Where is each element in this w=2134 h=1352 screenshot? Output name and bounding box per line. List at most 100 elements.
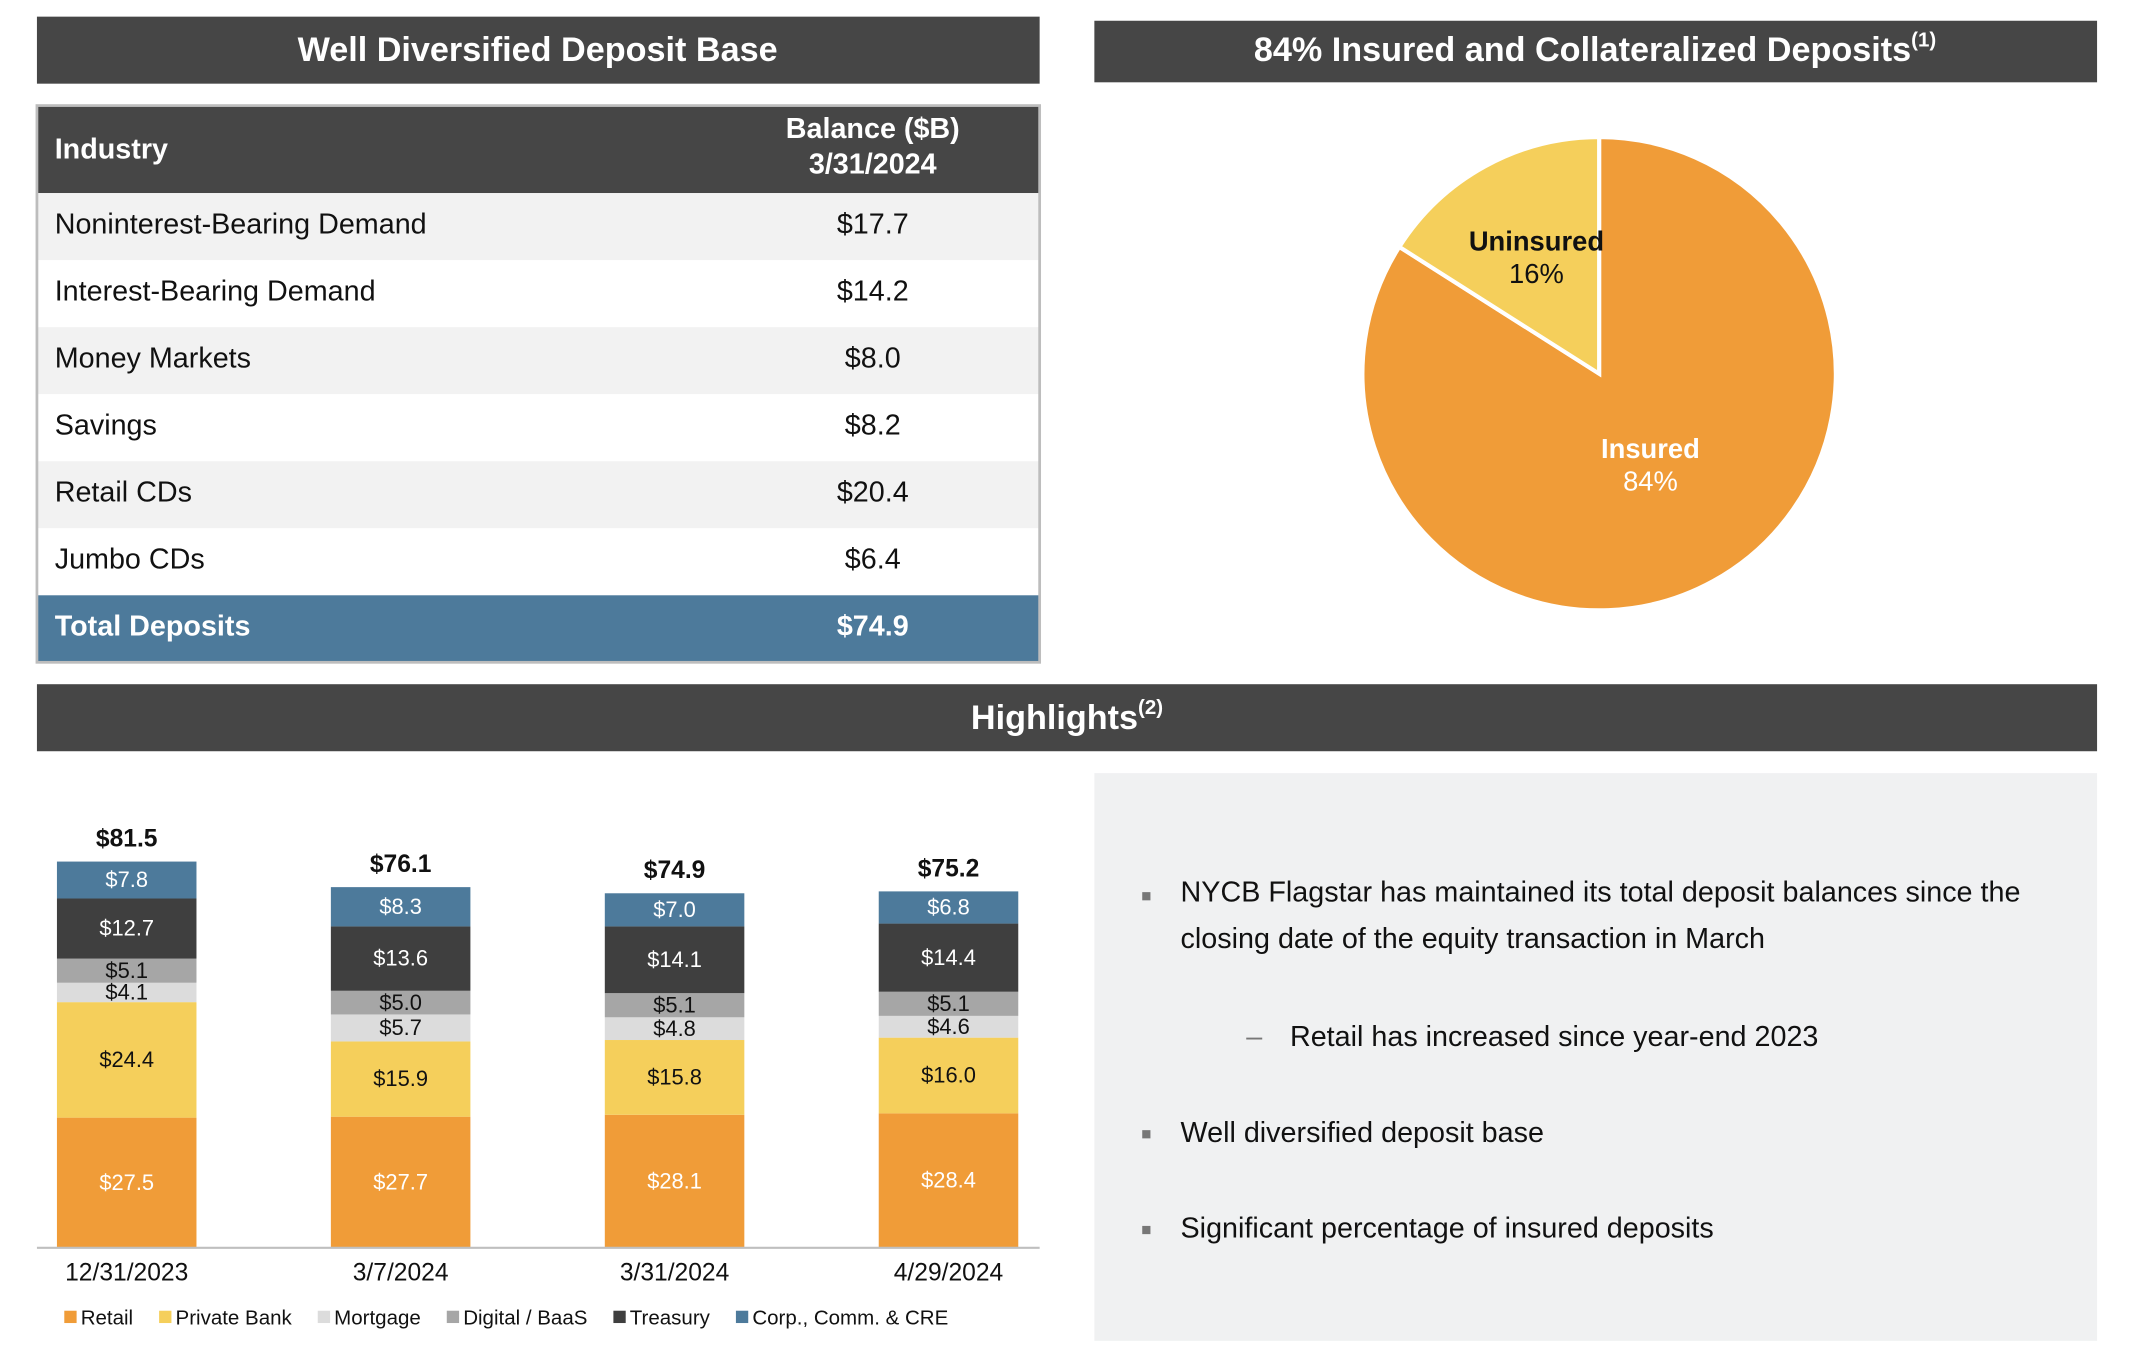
table-row <box>36 461 1040 529</box>
highlights-title-text: Highlights <box>971 699 1138 737</box>
legend-swatch <box>613 1310 626 1324</box>
table-total-row <box>36 595 1040 663</box>
table-header <box>36 105 1040 194</box>
bar-segment <box>56 982 197 1003</box>
bar-value-label: $12.7 <box>99 916 154 941</box>
bar-segment <box>56 1002 197 1118</box>
legend-swatch <box>159 1310 172 1324</box>
bar-value-label: $7.8 <box>105 867 148 892</box>
bar-value-label: $5.1 <box>653 992 696 1017</box>
bar-segment <box>604 893 745 927</box>
bar-segment <box>56 898 197 959</box>
x-tick-label: 3/7/2024 <box>353 1259 449 1286</box>
highlights-title-note: (2) <box>1138 696 1163 719</box>
bar-value-label: $15.9 <box>373 1066 428 1091</box>
header-bar <box>1094 20 2098 83</box>
table-cell: $14.2 <box>837 276 909 308</box>
bar-segment <box>604 1017 745 1041</box>
table-header-cell: 3/31/2024 <box>809 148 937 180</box>
pie-value-label: 84% <box>1623 466 1678 497</box>
legend-label: Retail <box>81 1306 133 1329</box>
bar-value-label: $4.1 <box>105 980 148 1005</box>
bar-segment <box>56 1117 197 1248</box>
legend-swatch <box>317 1310 331 1324</box>
table-cell: Interest-Bearing Demand <box>55 276 376 308</box>
bar-value-label: $27.5 <box>99 1170 154 1195</box>
table-cell: $8.2 <box>845 410 901 442</box>
table-row <box>36 528 1040 596</box>
bar-value-label: $5.7 <box>379 1015 422 1040</box>
bar-value-label: $6.8 <box>927 895 970 920</box>
pie-label: Insured <box>1601 433 1700 464</box>
table-cell: $74.9 <box>837 611 909 643</box>
x-tick-label: 4/29/2024 <box>894 1259 1003 1286</box>
pie-label: Uninsured <box>1469 225 1604 256</box>
legend-label: Private Bank <box>176 1306 293 1329</box>
bar-segment <box>604 993 745 1018</box>
pie-title: 84% Insured and Collateralized Deposits(… <box>1254 29 1936 70</box>
bar-segment <box>878 891 1019 924</box>
bar-value-label: $5.1 <box>105 958 148 983</box>
legend-label: Treasury <box>630 1306 711 1329</box>
sub-bullet-text: Retail has increased since year-end 2023 <box>1290 1021 1818 1053</box>
bar-segment <box>878 923 1019 992</box>
header-bar <box>36 16 1040 84</box>
bar-value-label: $15.8 <box>647 1065 702 1090</box>
highlights-title: Highlights(2) <box>971 696 1163 737</box>
bullet-marker <box>1142 1225 1151 1235</box>
bar-segment <box>878 1015 1019 1038</box>
table-cell: Total Deposits <box>55 611 251 643</box>
table-cell: $20.4 <box>837 477 909 509</box>
x-tick-label: 3/31/2024 <box>620 1259 729 1286</box>
legend-label: Mortgage <box>334 1306 421 1329</box>
bar-segment <box>330 1041 471 1117</box>
bar-segment <box>330 1014 471 1042</box>
bar-value-label: $8.3 <box>379 894 422 919</box>
table-border <box>35 104 1042 664</box>
pie-value-label: 16% <box>1509 258 1564 289</box>
table-title: Well Diversified Deposit Base <box>298 31 778 69</box>
table-row <box>36 394 1040 462</box>
bullet-marker <box>1142 1130 1151 1139</box>
table-cell: Noninterest-Bearing Demand <box>55 209 427 241</box>
table-cell: $17.7 <box>837 209 909 241</box>
bar-total-label: $75.2 <box>918 855 980 882</box>
bar-segment <box>330 1116 471 1248</box>
bar-value-label: $28.4 <box>921 1168 976 1193</box>
bar-value-label: $7.0 <box>653 897 696 922</box>
bullet-text: Significant percentage of insured deposi… <box>1181 1213 1714 1245</box>
table-cell: Money Markets <box>55 343 251 375</box>
bar-segment <box>878 1037 1019 1114</box>
table-cell: Jumbo CDs <box>55 544 205 576</box>
bar-value-label: $24.4 <box>99 1047 154 1072</box>
bar-segment <box>604 926 745 994</box>
bullet: NYCB Flagstar has maintained its total d… <box>1180 877 2021 956</box>
bar-total-label: $81.5 <box>96 826 158 853</box>
bar-segment <box>604 1040 745 1115</box>
table: Industry Balance ($B) 3/31/2024 Noninter… <box>35 104 1042 664</box>
legend-label: Corp., Comm. & CRE <box>752 1306 948 1329</box>
bar-segment <box>878 1113 1019 1248</box>
bar-total-label: $74.9 <box>644 857 706 884</box>
bar-value-label: $14.4 <box>921 945 976 970</box>
bar-total-label: $76.1 <box>370 851 432 878</box>
pie-title-note: (1) <box>1911 29 1936 52</box>
bullet-text: NYCB Flagstar has maintained its total d… <box>1180 877 2021 956</box>
table-cell: $6.4 <box>845 544 901 576</box>
legend-label: Digital / BaaS <box>463 1306 587 1329</box>
bar-value-label: $13.6 <box>373 946 428 971</box>
bullet-marker <box>1142 892 1151 901</box>
header-bar <box>36 684 2098 752</box>
bar-segment <box>56 958 197 983</box>
bar-segment <box>604 1114 745 1248</box>
bar-value-label: $27.7 <box>373 1169 428 1194</box>
table-cell: Retail CDs <box>55 477 192 509</box>
pie-slice <box>1396 134 1602 378</box>
bar-segment <box>330 990 471 1015</box>
bar-value-label: $16.0 <box>921 1063 976 1088</box>
sub-bullet-marker: – <box>1246 1021 1262 1053</box>
bar-value-label: $28.1 <box>647 1168 702 1193</box>
table-row <box>36 193 1040 261</box>
bar-segment <box>330 926 471 991</box>
